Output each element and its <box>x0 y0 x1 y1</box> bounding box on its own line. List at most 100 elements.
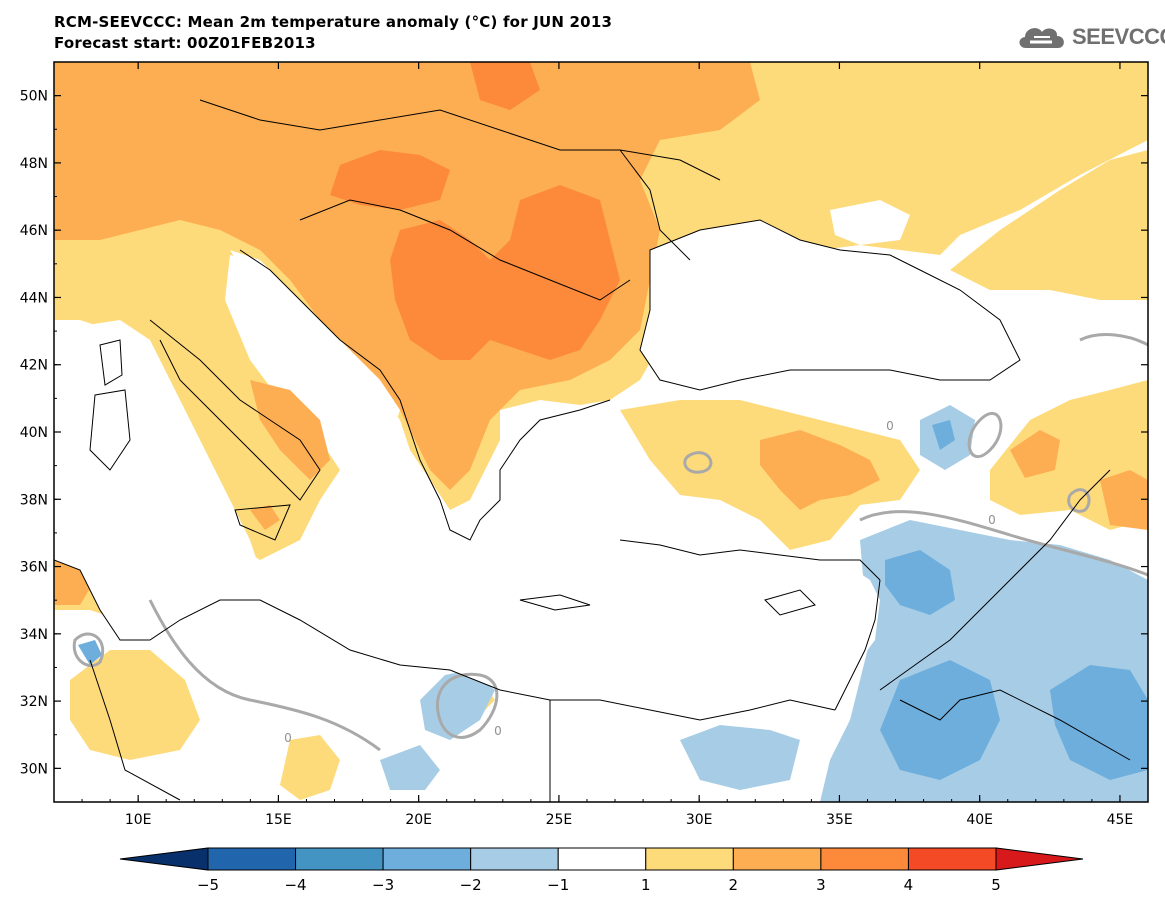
title-line-1: RCM-SEEVCCC: Mean 2m temperature anomaly… <box>54 13 613 31</box>
border-levant-interior <box>879 469 1111 691</box>
colorbar-label: −4 <box>284 876 306 894</box>
anomaly-region-minus-1-2-gulf <box>420 670 495 740</box>
border-saudi-jordan <box>899 689 1131 761</box>
anomaly-region-east-turkey <box>990 380 1148 530</box>
lon-label: 25E <box>546 812 573 828</box>
colorbar-right-arrow <box>995 847 1084 871</box>
anomaly-region-minus-2-3-saudi <box>880 660 1000 780</box>
anomaly-region-czech <box>330 150 450 210</box>
lon-label: 10E <box>125 812 152 828</box>
anomaly-region-tunisia <box>54 535 150 620</box>
border-ukraine <box>619 149 691 261</box>
lon-label: 45E <box>1107 812 1134 828</box>
anomaly-region-anatolia-core <box>760 430 880 510</box>
colorbar-label: −1 <box>547 876 569 894</box>
colorbar: −5 −4 −3 −2 −1 1 2 3 4 5 <box>119 847 1084 894</box>
coastline-adriatic-east <box>239 249 421 461</box>
coastline-crete <box>519 594 591 611</box>
anomaly-region-minus-2-3-iraq <box>1050 665 1148 780</box>
anomaly-region-cyrenaica <box>450 680 495 715</box>
coastline-north-africa <box>54 559 836 721</box>
coastline-italy <box>149 319 321 501</box>
anomaly-region-1-2 <box>54 62 1148 560</box>
anomaly-region-minus-1-2-egypt <box>680 725 800 790</box>
anomaly-field <box>54 62 1148 802</box>
lat-label: 50N <box>20 89 48 105</box>
black-sea <box>640 220 1020 390</box>
anomaly-region-3-4 <box>390 185 620 360</box>
anomaly-region-minus-1-2-libya <box>380 745 440 790</box>
lat-label: 42N <box>20 358 48 374</box>
anomaly-region-anatolia <box>620 400 920 550</box>
coastline-black-sea <box>639 219 1021 391</box>
lat-label: 46N <box>20 223 48 239</box>
lat-label: 36N <box>20 560 48 576</box>
lat-label: 48N <box>20 156 48 172</box>
anomaly-region-libya-east <box>280 735 340 800</box>
coastline-sardinia <box>89 389 131 471</box>
longitude-axis: 10E 15E 20E 25E 30E 35E 40E 45E <box>81 62 1134 828</box>
map-title: RCM-SEEVCCC: Mean 2m temperature anomaly… <box>54 12 612 54</box>
lat-label: 30N <box>20 761 48 777</box>
colorbar-label: 2 <box>729 876 739 894</box>
lon-label: 35E <box>826 812 853 828</box>
contour-label: 0 <box>494 724 502 738</box>
coastline-turkey-south <box>619 539 881 581</box>
colorbar-box <box>557 847 647 871</box>
lat-label: 38N <box>20 492 48 508</box>
border-north-africa <box>89 659 181 801</box>
lon-label: 40E <box>966 812 993 828</box>
sea-of-azov <box>830 200 910 245</box>
zero-contour-libya <box>435 672 499 739</box>
coastline-corsica <box>99 339 123 386</box>
lon-label: 15E <box>265 812 292 828</box>
border-central-europe <box>199 99 721 181</box>
anomaly-region-minus-2-3-syria <box>885 550 955 615</box>
anomaly-region-poland <box>470 62 540 110</box>
mediterranean-sea <box>54 320 880 720</box>
colorbar-label: 4 <box>904 876 914 894</box>
anomaly-region-italy-south <box>250 380 330 480</box>
anomaly-region-caucasus <box>1010 430 1060 478</box>
zero-contour-sahara <box>148 599 381 752</box>
colorbar-label: −2 <box>460 876 482 894</box>
lat-label: 40N <box>20 425 48 441</box>
logo-text: SEEVCCC <box>1072 24 1165 49</box>
anomaly-region-libya-west <box>70 650 200 760</box>
cloud-icon <box>1019 28 1064 48</box>
anomaly-region-tunisia-core <box>54 545 95 605</box>
coastline-levant <box>834 579 881 711</box>
colorbar-box <box>645 847 734 871</box>
coastline-greece <box>419 399 611 541</box>
anomaly-region-caspian <box>950 150 1148 300</box>
anomaly-region-2-3 <box>54 62 760 490</box>
anomaly-region-iraq-north <box>1100 470 1148 530</box>
latitude-axis: 50N 48N 46N 44N 42N 40N 38N 36N 34N 32N 30N 0 0 0 0 <box>20 89 1148 777</box>
colorbar-label: −3 <box>372 876 394 894</box>
contour-label: 0 <box>284 731 292 745</box>
contour-label: 0 <box>886 419 894 433</box>
lon-label: 20E <box>405 812 432 828</box>
zero-contour-tunisia <box>72 632 105 668</box>
colorbar-box <box>295 847 384 871</box>
aegean-sea <box>500 400 630 550</box>
coastlines <box>54 99 1131 802</box>
colorbar-label: 5 <box>991 876 1001 894</box>
title-line-2: Forecast start: 00Z01FEB2013 <box>54 34 316 52</box>
border-balkans <box>299 199 631 301</box>
coastline-cyprus <box>764 589 816 616</box>
zero-contour-levant <box>859 510 1148 577</box>
lon-label: 30E <box>686 812 713 828</box>
lat-label: 34N <box>20 627 48 643</box>
zero-contour-iraq <box>1067 488 1091 513</box>
colorbar-box <box>207 847 297 871</box>
map-frame <box>53 61 1149 803</box>
seevccc-logo: SEEVCCC <box>1016 22 1165 52</box>
anomaly-region-minus-2-3-tunisia <box>78 640 102 665</box>
zero-contour-turkey-east <box>967 412 1003 458</box>
lat-label: 44N <box>20 290 48 306</box>
zero-contour-caucasus <box>1079 333 1148 347</box>
colorbar-label: −5 <box>197 876 219 894</box>
coastline-sicily <box>234 504 291 541</box>
